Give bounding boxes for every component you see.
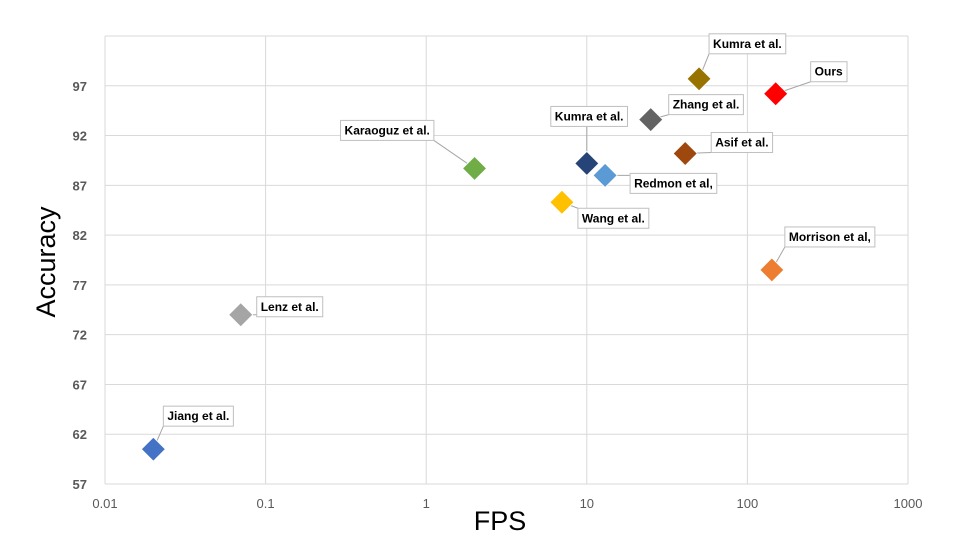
data-label-callout: Wang et al. bbox=[577, 207, 650, 229]
data-label: Asif et al. bbox=[715, 135, 768, 149]
callout-box bbox=[577, 207, 650, 229]
callout-box bbox=[256, 296, 324, 318]
data-label: Wang et al. bbox=[582, 211, 645, 225]
data-label: Morrison et al, bbox=[789, 230, 871, 244]
callout-box bbox=[629, 172, 718, 194]
callout-box bbox=[810, 61, 848, 83]
data-point-marker bbox=[574, 150, 600, 176]
callout-box bbox=[162, 405, 234, 427]
y-tick-label: 57 bbox=[73, 477, 87, 492]
data-label: Zhang et al. bbox=[673, 98, 740, 112]
data-point-marker bbox=[763, 81, 789, 107]
callout-box bbox=[708, 33, 787, 55]
data-point-marker bbox=[228, 302, 254, 328]
data-label-callout: Lenz et al. bbox=[256, 296, 324, 318]
data-label-callout: Zhang et al. bbox=[668, 94, 744, 116]
data-label-callout: Jiang et al. bbox=[162, 405, 234, 427]
x-tick-labels: 0.01 0.1 1 10 100 1000 bbox=[92, 496, 922, 511]
grid-lines bbox=[104, 35, 909, 485]
y-tick-label: 97 bbox=[73, 79, 87, 94]
data-label: Redmon et al, bbox=[634, 176, 713, 190]
data-label: Karaoguz et al. bbox=[345, 123, 430, 137]
y-tick-label: 87 bbox=[73, 178, 87, 193]
data-label-callout: Asif et al. bbox=[710, 131, 774, 153]
y-tick-label: 92 bbox=[73, 129, 87, 144]
data-label: Kumra et al. bbox=[713, 37, 782, 51]
data-label-callout: Redmon et al, bbox=[629, 172, 718, 194]
data-label-callout: Morrison et al, bbox=[784, 226, 876, 248]
x-tick-label: 0.1 bbox=[257, 496, 275, 511]
callout-box bbox=[340, 119, 435, 141]
y-tick-label: 72 bbox=[73, 328, 87, 343]
data-point-marker bbox=[638, 107, 664, 133]
data-callouts: Jiang et al. Lenz et al. Karaoguz et al. Ku… bbox=[162, 33, 876, 427]
data-point-marker bbox=[592, 162, 618, 188]
data-point-marker bbox=[759, 257, 785, 283]
data-label: Ours bbox=[815, 65, 843, 79]
x-tick-label: 1000 bbox=[894, 496, 923, 511]
data-label: Kumra et al. bbox=[555, 109, 624, 123]
data-label-callout: Karaoguz et al. bbox=[340, 119, 435, 141]
data-label: Jiang et al. bbox=[167, 409, 229, 423]
data-point-marker bbox=[672, 140, 698, 167]
y-tick-label: 82 bbox=[73, 228, 87, 243]
data-label: Lenz et al. bbox=[261, 300, 319, 314]
y-tick-label: 77 bbox=[73, 278, 87, 293]
callout-box bbox=[784, 226, 876, 248]
data-points bbox=[140, 66, 789, 462]
y-tick-labels: 57 62 67 72 77 82 87 92 97 bbox=[73, 79, 87, 492]
callout-box bbox=[550, 105, 629, 127]
x-tick-label: 1 bbox=[423, 496, 430, 511]
callout-box bbox=[668, 94, 744, 116]
data-point-marker bbox=[549, 189, 575, 215]
callout-box bbox=[710, 131, 774, 153]
x-tick-label: 0.01 bbox=[92, 496, 117, 511]
data-point-marker bbox=[686, 66, 712, 92]
x-tick-label: 10 bbox=[580, 496, 594, 511]
data-label-callout: Kumra et al. bbox=[708, 33, 787, 55]
data-label-callout: Kumra et al. bbox=[550, 105, 629, 127]
x-tick-label: 100 bbox=[737, 496, 759, 511]
y-axis-title: Accuracy bbox=[31, 206, 61, 318]
data-label-callout: Ours bbox=[810, 61, 848, 83]
x-axis-title: FPS bbox=[474, 506, 527, 536]
y-tick-label: 62 bbox=[73, 427, 87, 442]
data-point-marker bbox=[461, 155, 488, 181]
data-point-marker bbox=[140, 436, 166, 462]
y-tick-label: 67 bbox=[73, 377, 87, 392]
